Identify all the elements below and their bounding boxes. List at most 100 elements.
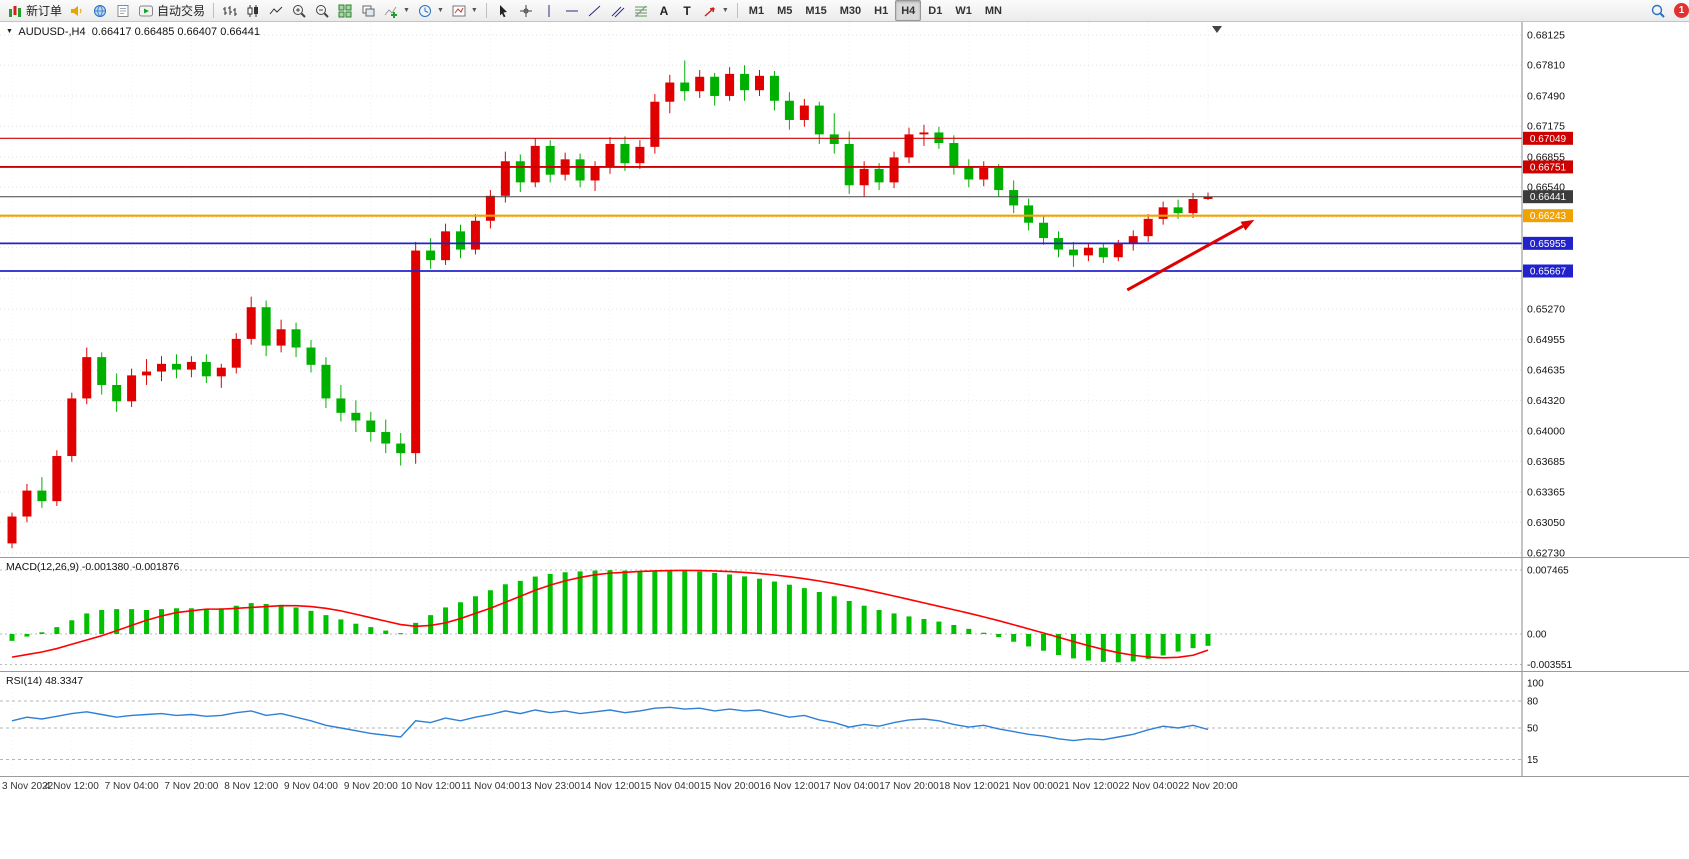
svg-text:0.64635: 0.64635 <box>1527 365 1565 377</box>
svg-text:0.67490: 0.67490 <box>1527 90 1565 102</box>
time-label: 21 Nov 00:00 <box>998 781 1059 792</box>
new-order-icon <box>9 5 21 17</box>
data-window-button[interactable] <box>112 1 134 20</box>
time-axis[interactable]: 3 Nov 2022 4 Nov 12:00 7 Nov 04:00 7 Nov 20… <box>0 776 1689 803</box>
new-order-button[interactable]: 新订单 <box>4 1 65 20</box>
alerts-button[interactable] <box>66 1 88 20</box>
chart-bars-button[interactable] <box>219 1 241 20</box>
periods-button[interactable]: ▼ <box>414 1 447 20</box>
tf-button-m30[interactable]: M30 <box>839 4 862 17</box>
svg-text:0.67175: 0.67175 <box>1527 121 1565 133</box>
toolbar-separator <box>213 3 215 18</box>
rsi-canvas[interactable]: 100 80 50 15 <box>0 672 1689 776</box>
cascade-windows-button[interactable] <box>357 1 379 20</box>
macd-scale-label: 0.00 <box>1527 630 1547 641</box>
main-chart-panel: 0.68125 0.67810 0.67490 0.67175 0.66855 0.665… <box>0 22 1689 557</box>
macd-canvas[interactable]: 0.007465 0.00 -0.003551 <box>0 558 1689 671</box>
clock-icon <box>418 4 431 17</box>
svg-text:0.68125: 0.68125 <box>1527 30 1565 42</box>
chart-line-button[interactable] <box>265 1 287 20</box>
svg-text:T: T <box>683 4 691 18</box>
time-label: 9 Nov 20:00 <box>343 781 398 792</box>
chart-menu-icon[interactable]: ▼ <box>6 28 13 35</box>
chart-window: 0.68125 0.67810 0.67490 0.67175 0.66855 0.665… <box>0 22 1689 859</box>
svg-text:0.63685: 0.63685 <box>1527 456 1565 468</box>
dropdown-caret-icon: ▼ <box>721 7 729 14</box>
toolbar-separator <box>485 3 487 18</box>
candlestick-icon <box>247 4 259 17</box>
zoom-in-icon <box>293 4 306 18</box>
tf-button-m15[interactable]: M15 <box>805 4 827 17</box>
symbols-button[interactable] <box>89 1 111 20</box>
fibonacci-tool-button[interactable] <box>630 1 652 20</box>
line-chart-icon <box>269 6 283 14</box>
cascade-windows-icon <box>362 5 375 16</box>
price-badge-0.66441: 0.66441 <box>1523 190 1573 204</box>
text-tool-button[interactable]: A <box>653 1 675 20</box>
time-label: 10 Nov 12:00 <box>400 781 461 792</box>
svg-text:0.62730: 0.62730 <box>1527 548 1565 558</box>
channel-tool-button[interactable] <box>607 1 629 20</box>
price-scale[interactable]: 0.681250.678100.674900.671750.668550.665… <box>1521 22 1573 558</box>
auto-trading-label: 自动交易 <box>157 4 206 18</box>
zoom-out-button[interactable] <box>311 1 333 20</box>
ohlc-values: 0.66417 0.66485 0.66407 0.66441 <box>91 26 260 38</box>
indicators-button[interactable]: ▼ <box>380 1 413 20</box>
time-label: 9 Nov 04:00 <box>284 781 338 792</box>
chart-title: ▼ AUDUSD-,H4 0.66417 0.66485 0.66407 0.6… <box>6 26 260 38</box>
time-label: 17 Nov 04:00 <box>819 781 879 792</box>
svg-text:0.65955: 0.65955 <box>1530 239 1567 250</box>
price-badge-0.66243: 0.66243 <box>1523 209 1573 223</box>
document-icon <box>117 4 129 17</box>
macd-panel: 0.007465 0.00 -0.003551 MACD(12,26,9) -0.0… <box>0 557 1689 672</box>
arrows-tool-button[interactable]: ▼ <box>699 1 732 20</box>
cursor-button[interactable] <box>492 1 514 20</box>
bar-chart-icon <box>223 5 238 16</box>
chart-shift-marker[interactable] <box>1212 26 1222 33</box>
macd-scale-label: 0.007465 <box>1527 566 1569 577</box>
horizontal-line-icon <box>565 10 578 11</box>
rsi-scale-label: 100 <box>1527 679 1544 690</box>
tf-button-w1[interactable]: W1 <box>955 4 972 17</box>
time-label: 21 Nov 12:00 <box>1058 781 1119 792</box>
tf-button-d1[interactable]: D1 <box>928 4 943 17</box>
trend-arrow[interactable] <box>1126 219 1255 292</box>
tf-button-m1[interactable]: M1 <box>748 4 765 17</box>
tf-button-mn[interactable]: MN <box>984 4 1002 17</box>
tf-button-h1[interactable]: H1 <box>874 4 889 17</box>
templates-button[interactable]: ▼ <box>448 1 481 20</box>
speaker-icon <box>71 5 82 16</box>
time-label: 7 Nov 04:00 <box>104 781 159 792</box>
indicators-icon <box>384 6 398 18</box>
svg-text:0.64320: 0.64320 <box>1527 395 1565 407</box>
main-chart-canvas[interactable]: 0.681250.678100.674900.671750.668550.665… <box>0 22 1689 557</box>
time-label: 16 Nov 12:00 <box>759 781 820 792</box>
time-label: 3 Nov 2022 <box>2 781 54 792</box>
horizontal-line-tool-button[interactable] <box>561 1 583 20</box>
tf-button-h4[interactable]: H4 <box>895 0 922 21</box>
horizontal-lines <box>0 137 1522 272</box>
candles-group[interactable] <box>7 60 1213 549</box>
rsi-line <box>11 706 1209 742</box>
svg-text:0.66751: 0.66751 <box>1530 162 1567 173</box>
auto-trading-button[interactable]: 自动交易 <box>135 1 208 20</box>
time-label: 7 Nov 20:00 <box>164 781 219 792</box>
tile-windows-button[interactable] <box>334 1 356 20</box>
rsi-grid <box>0 672 1522 776</box>
time-label: 18 Nov 12:00 <box>939 781 999 792</box>
vertical-line-tool-button[interactable] <box>538 1 560 20</box>
chart-candles-button[interactable] <box>242 1 264 20</box>
search-button[interactable] <box>1647 1 1669 20</box>
time-label: 17 Nov 20:00 <box>879 781 939 792</box>
notification-badge[interactable]: 1 <box>1674 3 1689 18</box>
time-label: 13 Nov 23:00 <box>520 781 580 792</box>
svg-text:0.64000: 0.64000 <box>1527 426 1565 438</box>
tf-button-m5[interactable]: M5 <box>777 4 793 17</box>
trendline-tool-button[interactable] <box>584 1 606 20</box>
zoom-in-button[interactable] <box>288 1 310 20</box>
label-tool-button[interactable]: T <box>676 1 698 20</box>
cursor-icon <box>499 4 507 17</box>
crosshair-button[interactable] <box>515 1 537 20</box>
text-icon: A <box>660 4 669 18</box>
time-label: 22 Nov 20:00 <box>1178 781 1238 792</box>
